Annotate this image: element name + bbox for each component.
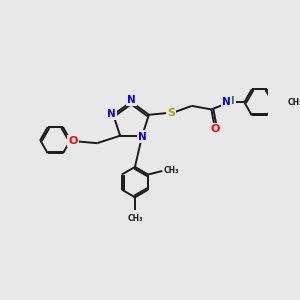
Text: CH₃: CH₃ [163,167,179,176]
Text: O: O [68,136,78,146]
Text: N: N [107,109,116,119]
Text: S: S [167,108,175,118]
Text: O: O [210,124,220,134]
Text: CH₃: CH₃ [288,98,300,107]
Text: N: N [138,132,146,142]
Text: N: N [127,95,136,105]
Text: N: N [222,97,231,107]
Text: CH₃: CH₃ [127,214,143,223]
Text: H: H [226,96,235,106]
